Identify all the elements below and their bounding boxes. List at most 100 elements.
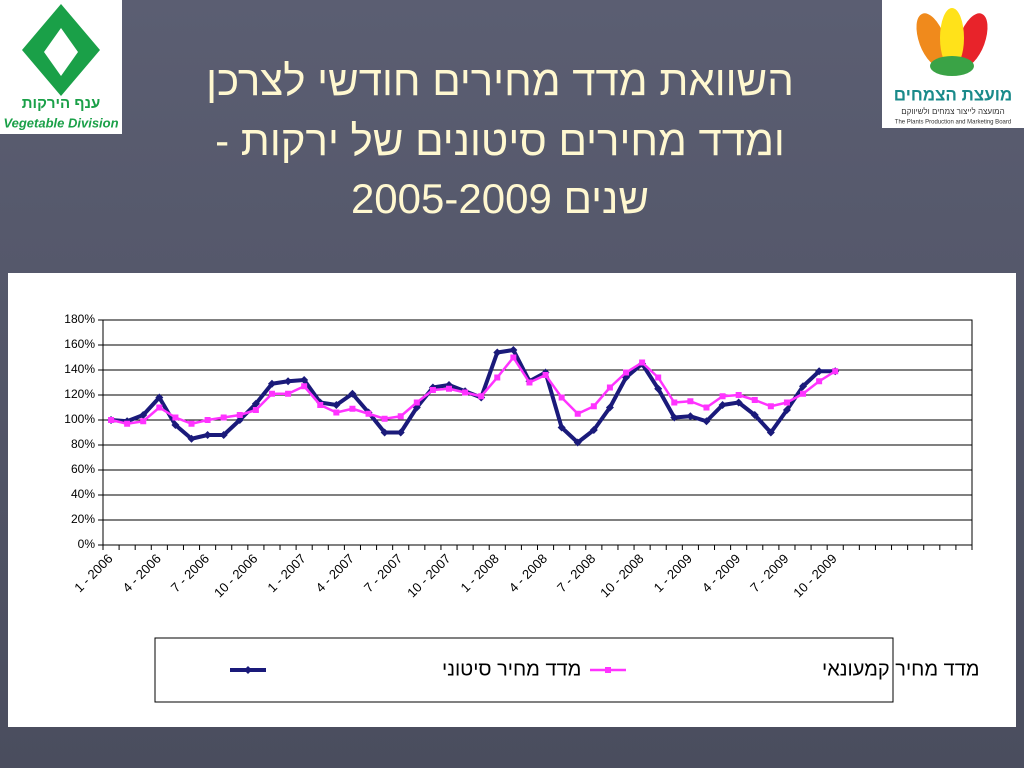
data-point	[396, 428, 405, 437]
legend-marker	[244, 666, 252, 674]
data-point	[220, 414, 227, 421]
data-point	[799, 382, 808, 391]
data-point	[284, 377, 293, 386]
data-point	[285, 390, 292, 397]
data-point	[380, 428, 389, 437]
data-point	[300, 376, 309, 384]
data-point	[219, 431, 228, 439]
right-logo: מועצת הצמחים המועצה לייצור צמחים ולשיווק…	[882, 0, 1024, 128]
data-point	[397, 413, 404, 420]
data-point	[734, 398, 743, 407]
data-point	[172, 414, 179, 421]
data-point	[542, 372, 549, 378]
y-tick-label: 160%	[64, 337, 95, 351]
data-point	[800, 390, 807, 397]
data-point	[766, 428, 775, 437]
data-point	[590, 403, 597, 410]
data-point	[413, 399, 420, 406]
logo-text: המועצה לייצור צמחים ולשיווקם	[901, 107, 1004, 116]
data-point	[686, 412, 695, 421]
data-point	[155, 393, 164, 402]
data-point	[510, 354, 517, 361]
data-point	[124, 420, 131, 427]
logo-text: ענף הירקות	[22, 95, 100, 112]
data-point	[751, 397, 758, 403]
y-tick-label: 40%	[71, 487, 95, 501]
y-tick-label: 0%	[78, 537, 96, 551]
y-tick-label: 60%	[71, 462, 95, 476]
y-tick-label: 180%	[64, 312, 95, 326]
data-point	[605, 403, 614, 412]
logo-text: Vegetable Division	[3, 115, 118, 130]
data-point	[187, 434, 196, 443]
data-point	[735, 392, 742, 398]
data-point	[558, 394, 565, 401]
data-point	[140, 418, 147, 425]
data-point	[687, 398, 694, 405]
data-point	[381, 415, 388, 422]
data-point	[236, 412, 243, 418]
legend-box	[154, 637, 894, 703]
y-tick-label: 140%	[64, 362, 95, 376]
data-point	[317, 402, 324, 408]
legend-label: מדד מחיר סיטוני	[442, 658, 581, 680]
logo-leaf	[44, 28, 78, 76]
data-point	[671, 399, 678, 406]
data-point	[429, 387, 436, 393]
data-point	[171, 421, 180, 429]
logo-petal	[956, 13, 988, 67]
data-point	[251, 399, 260, 408]
data-point	[526, 379, 533, 386]
data-point	[203, 431, 212, 439]
data-point	[557, 423, 566, 432]
data-point	[156, 404, 163, 411]
data-point	[493, 348, 502, 357]
data-point	[462, 389, 469, 396]
legend-marker	[605, 667, 611, 673]
data-point	[782, 406, 791, 414]
y-tick-label: 80%	[71, 437, 95, 451]
logo-petal	[940, 8, 964, 68]
y-tick-label: 20%	[71, 512, 95, 526]
data-point	[494, 374, 501, 381]
data-point	[767, 403, 774, 410]
data-point	[478, 393, 485, 400]
data-point	[655, 374, 662, 381]
data-point	[332, 401, 341, 409]
data-point	[623, 369, 630, 376]
data-point	[348, 389, 357, 398]
data-point	[702, 417, 711, 426]
title-line: שנים 2005-2009	[351, 175, 649, 222]
data-point	[573, 438, 582, 447]
title-line: ומדד מחירים סיטונים של ירקות -	[215, 117, 785, 164]
data-point	[108, 417, 115, 423]
data-point	[574, 410, 581, 417]
left-logo: ענף הירקות Vegetable Division	[0, 0, 122, 134]
data-point	[204, 417, 211, 423]
y-tick-label: 120%	[64, 387, 95, 401]
data-point	[365, 410, 372, 417]
data-point	[301, 383, 308, 390]
logo-text: The Plants Production and Marketing Boar…	[895, 120, 1011, 126]
data-point	[703, 404, 710, 411]
data-point	[670, 413, 679, 422]
y-tick-label: 100%	[64, 412, 95, 426]
data-point	[139, 411, 148, 419]
data-point	[639, 359, 646, 366]
data-point	[268, 390, 275, 397]
logo-petal	[916, 13, 948, 67]
data-point	[445, 385, 452, 392]
data-point	[349, 405, 356, 412]
logo-text: מועצת הצמחים	[894, 85, 1012, 104]
legend-label: מדד מחיר קמעונאי	[822, 658, 980, 680]
data-point	[783, 399, 790, 406]
data-point	[589, 426, 598, 434]
data-point	[816, 378, 823, 385]
data-point	[815, 367, 824, 376]
data-point	[509, 346, 518, 354]
data-point	[188, 420, 195, 427]
data-point	[333, 409, 340, 416]
data-point	[654, 384, 663, 393]
